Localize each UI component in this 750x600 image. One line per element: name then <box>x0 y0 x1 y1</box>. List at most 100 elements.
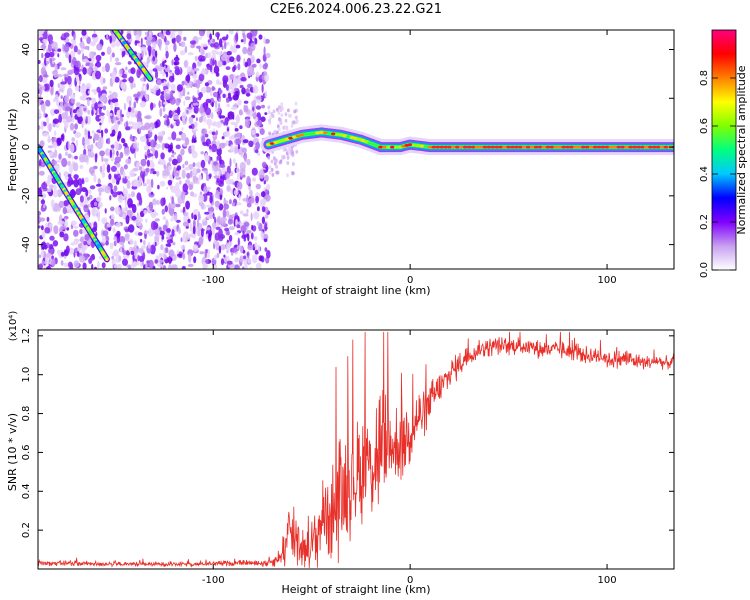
noise-speck <box>231 202 235 207</box>
noise-speck <box>220 258 225 266</box>
noise-speck <box>94 101 98 111</box>
noise-speck <box>142 183 147 187</box>
noise-speck <box>146 83 150 91</box>
noise-speck <box>242 230 245 237</box>
noise-speck <box>158 252 162 260</box>
noise-speck <box>222 75 229 84</box>
noise-speck <box>241 147 247 153</box>
noise-speck <box>246 32 253 39</box>
noise-speck <box>162 71 166 77</box>
figure-title: C2E6.2024.006.23.22.G21 <box>269 2 443 17</box>
ridge-point <box>612 145 618 149</box>
noise-speck <box>193 139 197 143</box>
noise-speck <box>95 114 102 122</box>
noise-speck <box>221 45 224 50</box>
noise-speck <box>213 175 220 179</box>
noise-speck <box>178 30 183 36</box>
noise-speck <box>261 206 266 213</box>
noise-speck <box>135 35 141 41</box>
noise-speck <box>275 164 278 169</box>
y-tick-label: -40 <box>21 236 32 252</box>
noise-speck <box>193 256 197 264</box>
noise-speck <box>192 175 198 184</box>
noise-speck <box>139 166 143 171</box>
noise-speck <box>112 191 118 198</box>
noise-speck <box>101 129 104 138</box>
noise-speck <box>102 163 106 172</box>
noise-speck <box>38 187 42 196</box>
noise-speck <box>87 130 91 140</box>
ridge-point <box>458 145 464 149</box>
noise-speck <box>49 184 55 189</box>
noise-speck <box>189 222 193 232</box>
noise-speck <box>138 232 143 236</box>
noise-speck <box>189 170 193 178</box>
noise-speck <box>38 30 44 35</box>
noise-speck <box>238 194 241 201</box>
noise-speck <box>116 162 121 168</box>
noise-speck <box>196 45 201 49</box>
noise-speck <box>286 161 290 165</box>
noise-speck <box>38 254 42 259</box>
noise-speck <box>118 193 124 203</box>
noise-speck <box>284 147 287 152</box>
x-tick-label: -100 <box>202 275 225 286</box>
noise-speck <box>171 131 177 141</box>
noise-speck <box>211 49 218 55</box>
noise-speck <box>162 265 167 269</box>
ridge-point <box>447 145 452 149</box>
noise-speck <box>45 61 50 65</box>
noise-speck <box>150 162 155 168</box>
ridge-point <box>349 136 355 139</box>
noise-speck <box>201 55 206 62</box>
noise-speck <box>112 227 116 233</box>
noise-speck <box>293 109 297 114</box>
noise-speck <box>261 216 265 224</box>
noise-speck <box>214 59 217 69</box>
noise-speck <box>47 43 52 52</box>
noise-speck <box>171 154 175 158</box>
noise-speck <box>60 226 67 230</box>
noise-speck <box>204 211 210 215</box>
noise-speck <box>222 217 227 222</box>
noise-speck <box>234 133 237 139</box>
noise-speck <box>117 120 121 125</box>
noise-speck <box>60 260 64 266</box>
noise-speck <box>149 88 155 93</box>
noise-speck <box>263 238 268 243</box>
x-tick-label: 100 <box>598 275 617 286</box>
noise-speck <box>116 263 122 269</box>
noise-speck <box>225 210 230 218</box>
noise-speck <box>219 142 226 149</box>
noise-speck <box>236 202 242 206</box>
noise-speck <box>175 144 181 150</box>
noise-speck <box>261 83 264 93</box>
noise-speck <box>49 151 54 157</box>
noise-speck <box>266 249 271 259</box>
noise-speck <box>209 210 213 220</box>
noise-speck <box>224 227 230 232</box>
noise-speck <box>150 139 156 148</box>
noise-speck <box>61 112 68 120</box>
noise-speck <box>203 186 209 194</box>
noise-speck <box>121 207 127 212</box>
noise-speck <box>149 170 153 174</box>
noise-speck <box>249 189 253 196</box>
noise-speck <box>187 91 190 95</box>
ridge-point <box>474 145 480 149</box>
ridge-point <box>269 142 275 145</box>
noise-speck <box>146 179 151 185</box>
noise-speck <box>144 115 151 119</box>
ridge-point <box>604 145 610 149</box>
noise-speck <box>146 159 150 167</box>
noise-speck <box>124 228 130 233</box>
noise-speck <box>160 244 164 251</box>
noise-speck <box>195 79 201 89</box>
noise-speck <box>101 51 105 56</box>
noise-speck <box>194 55 198 62</box>
colorbar-tick-label: 0.0 <box>699 262 710 278</box>
noise-speck <box>294 101 298 106</box>
noise-speck <box>58 113 63 123</box>
noise-speck <box>211 53 216 61</box>
noise-speck <box>259 128 265 136</box>
